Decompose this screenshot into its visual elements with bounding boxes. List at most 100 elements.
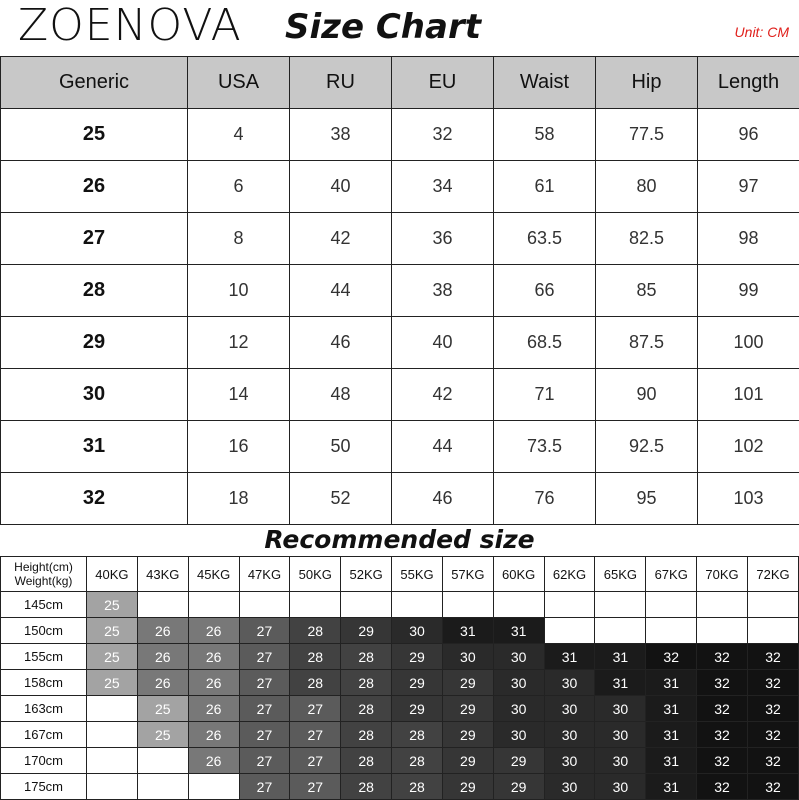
height-cell: 145cm [1, 592, 87, 618]
table-cell: 98 [698, 213, 799, 265]
weight-label: Weight(kg) [1, 574, 86, 588]
table-cell: 46 [392, 473, 494, 525]
size-cell: 32 [747, 748, 798, 774]
size-cell: 27 [239, 748, 290, 774]
size-cell [544, 592, 595, 618]
height-cell: 158cm [1, 670, 87, 696]
table-cell: 90 [596, 369, 698, 421]
table-cell: 101 [698, 369, 799, 421]
size-cell [493, 592, 544, 618]
height-cell: 170cm [1, 748, 87, 774]
size-cell: 29 [392, 696, 443, 722]
height-cell: 163cm [1, 696, 87, 722]
table-cell: 31 [1, 421, 188, 473]
size-cell: 32 [747, 644, 798, 670]
weight-header: 50KG [290, 557, 341, 592]
table-cell: 77.5 [596, 109, 698, 161]
size-cell: 29 [493, 748, 544, 774]
table-cell: 38 [290, 109, 392, 161]
size-cell: 32 [697, 774, 748, 800]
size-cell: 31 [646, 670, 697, 696]
table-cell: 40 [392, 317, 494, 369]
weight-header: 67KG [646, 557, 697, 592]
size-cell: 25 [87, 644, 138, 670]
table-cell: 32 [1, 473, 188, 525]
table-cell: 63.5 [494, 213, 596, 265]
weight-header: 55KG [392, 557, 443, 592]
table-cell: 95 [596, 473, 698, 525]
size-cell: 30 [493, 722, 544, 748]
column-header: Waist [494, 57, 596, 109]
size-cell [544, 618, 595, 644]
size-cell: 31 [646, 774, 697, 800]
table-cell: 8 [188, 213, 290, 265]
size-cell [646, 592, 697, 618]
table-cell: 58 [494, 109, 596, 161]
size-cell: 28 [341, 644, 392, 670]
height-cell: 175cm [1, 774, 87, 800]
size-cell: 32 [697, 696, 748, 722]
size-cell: 26 [188, 644, 239, 670]
size-cell: 32 [747, 774, 798, 800]
size-cell: 32 [747, 696, 798, 722]
size-cell: 31 [595, 670, 646, 696]
size-cell: 26 [137, 618, 188, 644]
weight-header: 57KG [442, 557, 493, 592]
size-cell: 31 [646, 748, 697, 774]
size-cell [188, 774, 239, 800]
size-cell: 28 [392, 722, 443, 748]
size-cell: 27 [239, 696, 290, 722]
size-cell [341, 592, 392, 618]
size-cell [442, 592, 493, 618]
size-cell [646, 618, 697, 644]
table-cell: 48 [290, 369, 392, 421]
size-cell: 32 [747, 670, 798, 696]
weight-header: 70KG [697, 557, 748, 592]
weight-header: 52KG [341, 557, 392, 592]
table-cell: 85 [596, 265, 698, 317]
size-cell: 30 [442, 644, 493, 670]
size-cell: 28 [341, 696, 392, 722]
size-cell: 30 [595, 722, 646, 748]
size-cell: 29 [442, 670, 493, 696]
table-cell: 82.5 [596, 213, 698, 265]
table-cell: 71 [494, 369, 596, 421]
height-cell: 155cm [1, 644, 87, 670]
size-cell: 32 [697, 670, 748, 696]
size-cell [595, 618, 646, 644]
brand-logo: ZOENOVA [18, 2, 242, 50]
size-cell: 26 [188, 670, 239, 696]
size-cell: 30 [544, 670, 595, 696]
size-cell: 28 [290, 670, 341, 696]
size-cell: 31 [442, 618, 493, 644]
weight-header: 43KG [137, 557, 188, 592]
table-cell: 42 [290, 213, 392, 265]
size-cell: 32 [697, 722, 748, 748]
size-cell: 29 [442, 748, 493, 774]
size-cell: 29 [442, 774, 493, 800]
table-cell: 46 [290, 317, 392, 369]
size-cell [595, 592, 646, 618]
size-cell: 31 [595, 644, 646, 670]
table-cell: 36 [392, 213, 494, 265]
size-cell: 26 [188, 696, 239, 722]
size-cell: 25 [87, 592, 138, 618]
size-cell: 25 [137, 722, 188, 748]
size-cell: 31 [646, 696, 697, 722]
size-cell: 30 [595, 696, 646, 722]
table-cell: 28 [1, 265, 188, 317]
column-header: Hip [596, 57, 698, 109]
size-cell [137, 774, 188, 800]
unit-label: Unit: CM [735, 24, 789, 40]
size-cell: 27 [290, 748, 341, 774]
column-header: Length [698, 57, 799, 109]
